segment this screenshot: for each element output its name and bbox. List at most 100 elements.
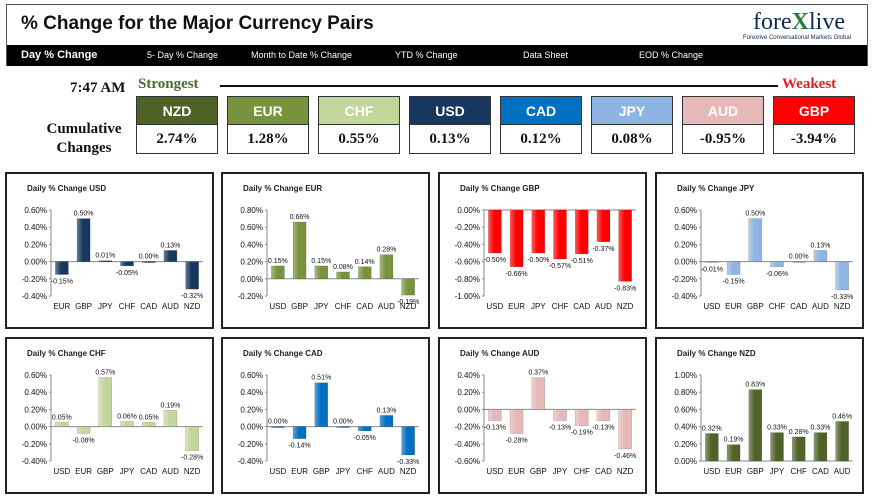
data-label: -0.05%: [354, 435, 376, 442]
y-tick-label: 0.60%: [240, 371, 263, 380]
currency-cumulative-value: 0.08%: [611, 131, 653, 147]
data-label: -0.51%: [571, 258, 593, 265]
y-tick-label: 0.20%: [240, 258, 263, 267]
currency-code: JPY: [592, 97, 672, 125]
currency-box-nzd: NZD 2.74%: [136, 96, 218, 154]
currency-box-usd: USD 0.13%: [409, 96, 491, 154]
y-tick-label: 0.80%: [674, 388, 697, 397]
x-tick-label: EUR: [508, 467, 525, 476]
data-label: 0.32%: [702, 425, 722, 432]
x-tick-label: CHF: [573, 467, 590, 476]
data-label: -0.28%: [181, 455, 203, 462]
logo-tagline: Forexlive Conversational Markets Global: [742, 35, 851, 41]
bar: [357, 426, 372, 432]
bar: [488, 209, 502, 254]
x-tick-label: EUR: [725, 302, 742, 311]
nav-data-sheet[interactable]: Data Sheet: [523, 50, 569, 60]
chart-panel-usd: Daily % Change USD 0.60% 0.40% 0.20% 0.00% -0…: [5, 172, 214, 329]
currency-cumulative-value: 2.74%: [156, 131, 198, 147]
bar: [314, 265, 329, 280]
data-label: 0.33%: [810, 425, 830, 432]
chart-panel-eur: Daily % Change EUR 0.80% 0.60% 0.40% 0.20% 0.…: [221, 172, 430, 329]
bar: [55, 422, 69, 427]
bar: [748, 218, 763, 262]
bar: [163, 410, 178, 427]
y-tick-label: 0.20%: [24, 405, 47, 414]
data-label: -0.28%: [505, 437, 527, 444]
bar: [509, 409, 524, 434]
y-tick-label: 0.00%: [674, 457, 697, 466]
data-label: 0.50%: [74, 211, 94, 218]
nav-5day-change[interactable]: 5- Day % Change: [147, 50, 219, 60]
x-tick-label: USD: [486, 302, 503, 311]
y-tick-label: 1.00%: [674, 371, 697, 380]
chart-panel-nzd: Daily % Change NZD 1.00% 0.80% 0.60% 0.40% 0.…: [655, 337, 864, 494]
data-label: 0.33%: [767, 425, 787, 432]
x-tick-label: CAD: [573, 302, 590, 311]
bar: [379, 415, 394, 427]
chart-title: Daily % Change USD: [27, 184, 107, 193]
data-label: -0.13%: [484, 425, 506, 432]
x-tick-label: NZD: [617, 302, 634, 311]
y-tick-label: 0.60%: [24, 371, 47, 380]
currency-box-cad: CAD 0.12%: [500, 96, 582, 154]
bar: [185, 426, 199, 451]
x-tick-label: NZD: [184, 302, 201, 311]
nav-day-change[interactable]: Day % Change: [21, 49, 98, 61]
y-tick-label: 0.20%: [240, 405, 263, 414]
chart-panel-aud: Daily % Change AUD 0.40% 0.20% 0.00% -0.20% -…: [438, 337, 647, 494]
y-tick-label: -0.20%: [455, 423, 480, 432]
currency-cumulative-value: -0.95%: [699, 131, 747, 147]
data-label: -0.15%: [51, 279, 73, 286]
y-tick-label: 0.40%: [240, 388, 263, 397]
x-tick-label: CHF: [356, 467, 373, 476]
y-tick-label: -0.20%: [455, 223, 480, 232]
forexlive-logo[interactable]: foreXlive: [753, 9, 845, 35]
y-tick-label: 0.40%: [674, 423, 697, 432]
x-tick-label: JPY: [120, 467, 135, 476]
x-tick-label: CHF: [769, 302, 786, 311]
strongest-label: Strongest: [138, 76, 199, 92]
y-tick-label: -0.20%: [22, 275, 47, 284]
data-label: -0.15%: [722, 279, 744, 286]
y-tick-label: 0.00%: [240, 275, 263, 284]
bar: [314, 382, 329, 427]
chart-title: Daily % Change AUD: [460, 349, 540, 358]
chart-chf: 0.60% 0.40% 0.20% 0.00% -0.20% -0.40% 0.05% USD…: [22, 370, 204, 476]
bar: [553, 409, 567, 421]
x-tick-label: CAD: [140, 467, 157, 476]
y-tick-label: 0.20%: [24, 240, 47, 249]
cumulative-changes-label: Cumulative Changes: [46, 121, 122, 156]
x-tick-label: EUR: [508, 302, 525, 311]
data-label: 0.15%: [311, 258, 331, 265]
data-label: 0.83%: [745, 382, 765, 389]
bar: [813, 432, 828, 462]
x-tick-label: NZD: [400, 302, 417, 311]
nav-mtd-change[interactable]: Month to Date % Change: [251, 50, 353, 60]
x-tick-label: CAD: [812, 467, 829, 476]
bar: [574, 209, 589, 255]
chart-title: Daily % Change CHF: [27, 349, 106, 358]
nav-ytd-change[interactable]: YTD % Change: [395, 50, 458, 60]
data-label: -0.13%: [549, 425, 571, 432]
y-tick-label: -0.60%: [455, 457, 480, 466]
y-tick-label: 0.60%: [674, 206, 697, 215]
nav-eod-change[interactable]: EOD % Change: [639, 50, 704, 60]
bar: [791, 261, 806, 263]
chart-title: Daily % Change EUR: [243, 184, 323, 193]
currency-cumulative-value: 1.28%: [247, 131, 289, 147]
bar: [509, 209, 524, 268]
y-tick-label: -1.00%: [455, 292, 480, 301]
chart-panel-gbp: Daily % Change GBP 0.00% -0.20% -0.40% -0.60…: [438, 172, 647, 329]
page-title: % Change for the Major Currency Pairs: [21, 13, 374, 34]
bar: [185, 261, 199, 290]
x-tick-label: CHF: [790, 467, 807, 476]
x-tick-label: JPY: [531, 302, 546, 311]
timestamp: 7:47 AM: [70, 80, 126, 96]
data-label: -0.83%: [614, 285, 636, 292]
bar: [98, 377, 113, 427]
currency-code: USD: [410, 97, 490, 125]
x-tick-label: JPY: [314, 302, 329, 311]
data-label: 0.06%: [117, 413, 137, 420]
data-label: 0.00%: [139, 254, 159, 261]
